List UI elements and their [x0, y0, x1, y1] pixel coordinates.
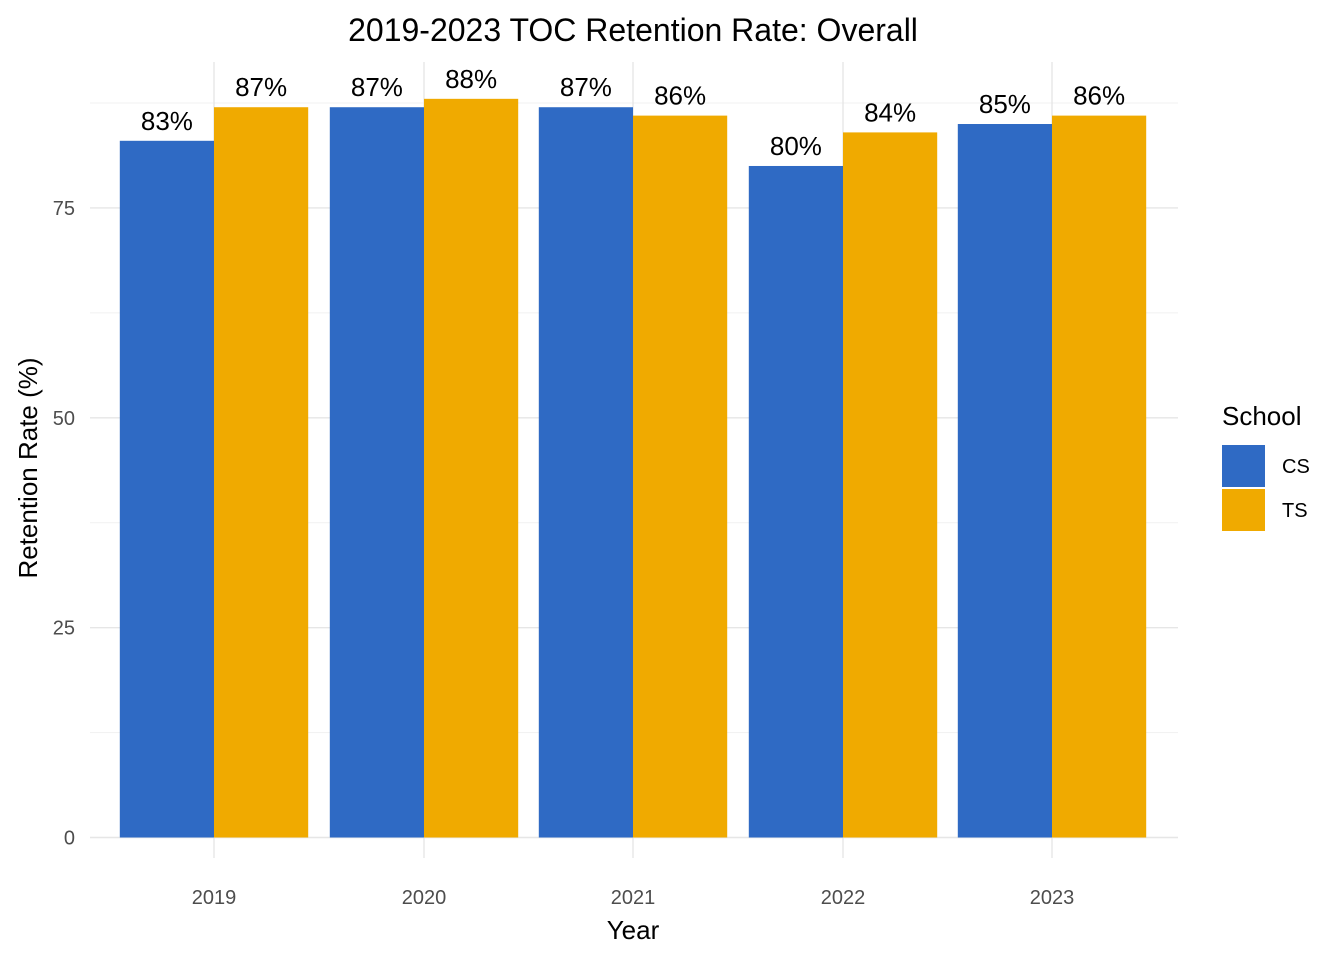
x-tick-label: 2023 — [1030, 887, 1075, 909]
bar-cs-2019 — [119, 140, 214, 838]
bar-cs-2023 — [957, 124, 1052, 838]
legend-label-ts: TS — [1282, 500, 1308, 522]
legend-swatch-ts — [1222, 489, 1265, 531]
legend-swatch-cs — [1222, 445, 1265, 487]
legend-label-cs: CS — [1282, 456, 1310, 478]
data-label-cs-2023: 85% — [979, 89, 1031, 119]
data-label-ts-2019: 87% — [235, 72, 287, 102]
bar-cs-2021 — [538, 107, 633, 838]
bar-ts-2022 — [843, 132, 938, 838]
x-tick-label: 2019 — [192, 887, 237, 909]
x-axis-title: Year — [607, 915, 660, 945]
y-tick-label: 75 — [53, 198, 75, 220]
y-tick-label: 25 — [53, 618, 75, 640]
bar-ts-2019 — [214, 107, 309, 838]
bar-cs-2022 — [748, 165, 843, 838]
x-axis-ticks: 2019 2020 2021 2022 2023 — [192, 887, 1075, 909]
data-labels: 83% 87% 87% 80% 85% 87% 88% 86% 84% 86% — [141, 64, 1125, 161]
data-label-ts-2020: 88% — [445, 64, 497, 94]
legend-title: School — [1222, 401, 1302, 431]
data-label-ts-2023: 86% — [1073, 81, 1125, 111]
legend-items: CS TS — [1222, 445, 1310, 531]
x-tick-label: 2021 — [611, 887, 656, 909]
bars — [119, 98, 1147, 838]
data-label-ts-2022: 84% — [864, 97, 916, 127]
bar-ts-2021 — [633, 115, 728, 838]
data-label-cs-2020: 87% — [351, 72, 403, 102]
y-tick-label: 50 — [53, 408, 75, 430]
y-axis-ticks: 0 25 50 75 — [53, 198, 75, 850]
legend: School CS TS — [1222, 401, 1310, 531]
bar-cs-2020 — [329, 107, 424, 838]
bar-ts-2023 — [1052, 115, 1147, 838]
data-label-cs-2021: 87% — [560, 72, 612, 102]
data-label-cs-2022: 80% — [770, 131, 822, 161]
x-tick-label: 2020 — [402, 887, 447, 909]
chart-title: 2019-2023 TOC Retention Rate: Overall — [348, 12, 918, 48]
bar-ts-2020 — [424, 98, 519, 838]
data-label-ts-2021: 86% — [654, 81, 706, 111]
y-axis-title: Retention Rate (%) — [13, 357, 43, 578]
x-tick-label: 2022 — [821, 887, 866, 909]
data-label-cs-2019: 83% — [141, 106, 193, 136]
y-tick-label: 0 — [64, 828, 75, 850]
